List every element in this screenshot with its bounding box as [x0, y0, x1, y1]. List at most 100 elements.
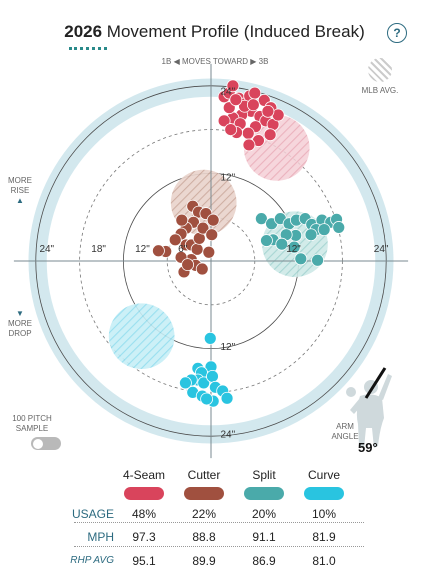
arrow-right-icon: ▶ [250, 57, 257, 66]
arm-angle-line-2: ANGLE [331, 432, 359, 441]
rhp-curve: 81.0 [312, 554, 336, 568]
more-drop-line-2: DROP [8, 329, 32, 338]
pitch-point-4-seam [242, 138, 256, 152]
pitch-point-cutter [205, 228, 219, 242]
more-rise-label: MORE RISE ▲ [0, 176, 40, 206]
pitch-point-cutter [168, 233, 182, 247]
pitch-point-cutter [195, 262, 209, 276]
pitch-point-cutter [202, 245, 216, 259]
mlb-avg-4-seam [243, 115, 310, 181]
arm-angle-line [364, 367, 387, 399]
y-tick-12-top: 12" [220, 173, 235, 184]
pitch-point-split [294, 252, 308, 266]
pitch-point-split [260, 234, 273, 247]
usage-label: USAGE [71, 507, 114, 521]
arrow-left-icon: ◀ [173, 57, 180, 66]
direction-center: MOVES TOWARD [181, 57, 249, 66]
usage-split: 20% [251, 507, 277, 521]
pitch-point-cutter [152, 244, 165, 258]
arm-angle-value: 59° [358, 440, 378, 455]
pitch-point-split [311, 253, 324, 267]
mph-divider [74, 546, 364, 547]
x-tick-6-left: 6" [178, 244, 188, 255]
pitch-point-split [275, 237, 289, 251]
usage-4-seam: 48% [131, 507, 157, 521]
title-underline [69, 47, 107, 50]
x-tick-24-left: 24" [39, 244, 54, 255]
mph-4-seam: 97.3 [132, 530, 156, 544]
pitch-point-curve [197, 376, 211, 390]
pitch-point-cutter [196, 221, 210, 235]
mph-curve: 81.9 [312, 530, 336, 544]
x-tick-12-right: 12" [286, 244, 301, 255]
usage-curve: 10% [311, 507, 337, 521]
x-tick-18-left: 18" [91, 244, 106, 255]
usage-cutter: 22% [191, 507, 217, 521]
mlb-avg-curve [108, 303, 175, 370]
usage-divider [74, 522, 364, 523]
title-year: 2026 [64, 22, 103, 41]
pitch-point-cutter [181, 258, 195, 272]
mph-cutter: 88.8 [192, 530, 216, 544]
direction-left: 1B [161, 57, 172, 66]
arrow-up-icon: ▲ [16, 196, 24, 205]
x-tick-24-right: 24" [374, 244, 389, 255]
pitch-pill-cutter[interactable] [184, 487, 224, 500]
pitch-point-4-seam [226, 79, 240, 93]
rhp-split: 86.9 [252, 554, 276, 568]
pitch-point-curve [203, 331, 217, 345]
pitch-pill-curve[interactable] [304, 487, 344, 500]
mph-label: MPH [87, 530, 114, 544]
pitch-point-split [254, 212, 268, 226]
more-rise-line-1: MORE [8, 176, 32, 185]
pitch-name-split: Split [252, 468, 276, 482]
pitch-point-cutter [206, 213, 220, 227]
sample-toggle[interactable] [31, 437, 61, 450]
sample-label-line-2: SAMPLE [15, 424, 49, 433]
rhp-avg-label: RHP AVG [70, 555, 114, 566]
pitch-point-split [332, 221, 346, 234]
mlb-avg-swatch [368, 58, 392, 82]
direction-legend: 1B ◀ MOVES TOWARD ▶ 3B [150, 57, 280, 67]
direction-right: 3B [258, 57, 269, 66]
more-rise-line-2: RISE [10, 186, 30, 195]
pitch-name-cutter: Cutter [187, 468, 221, 482]
pitch-point-4-seam [261, 104, 275, 118]
pitch-pill-split[interactable] [244, 487, 284, 500]
rhp-4-seam: 95.1 [132, 554, 156, 568]
pitch-name-curve: Curve [307, 468, 340, 482]
pitch-point-curve [206, 369, 219, 383]
pitch-point-curve [220, 391, 234, 405]
more-drop-label: ▼ MORE DROP [0, 309, 40, 339]
chart-title: 2026 Movement Profile (Induced Break) [0, 22, 429, 42]
pitch-point-4-seam [241, 126, 255, 140]
arm-angle-line-1: ARM [336, 422, 354, 431]
pitch-point-4-seam [217, 114, 231, 128]
arrow-down-icon: ▼ [16, 309, 24, 318]
y-tick-24-bottom: 24" [220, 430, 235, 441]
help-icon[interactable]: ? [387, 23, 407, 43]
pitch-point-curve [200, 392, 214, 406]
title-text: Movement Profile (Induced Break) [106, 22, 365, 41]
pitch-point-4-seam [263, 128, 277, 142]
arm-angle-label: ARM ANGLE [325, 422, 365, 442]
pitch-name-4-seam: 4-Seam [122, 468, 166, 482]
sample-label-line-1: 100 PITCH [12, 414, 52, 423]
more-drop-line-1: MORE [8, 319, 32, 328]
sample-label: 100 PITCH SAMPLE [2, 414, 62, 434]
pitcher-icon [346, 374, 392, 448]
pitch-point-curve [179, 376, 192, 390]
mph-split: 91.1 [252, 530, 276, 544]
mlb-avg-label: MLB AVG. [361, 86, 399, 95]
rhp-cutter: 89.9 [192, 554, 216, 568]
pitch-point-4-seam [229, 93, 243, 107]
y-tick-24-top: 24" [220, 87, 235, 98]
toggle-knob [33, 438, 43, 449]
pitch-point-4-seam [224, 123, 238, 137]
pitch-point-cutter [175, 213, 189, 227]
x-tick-12-left: 12" [135, 244, 150, 255]
pitch-point-split [287, 240, 301, 254]
pitch-point-4-seam [246, 98, 260, 112]
pitch-pill-4-seam[interactable] [124, 487, 164, 500]
pitch-point-split [317, 223, 331, 237]
